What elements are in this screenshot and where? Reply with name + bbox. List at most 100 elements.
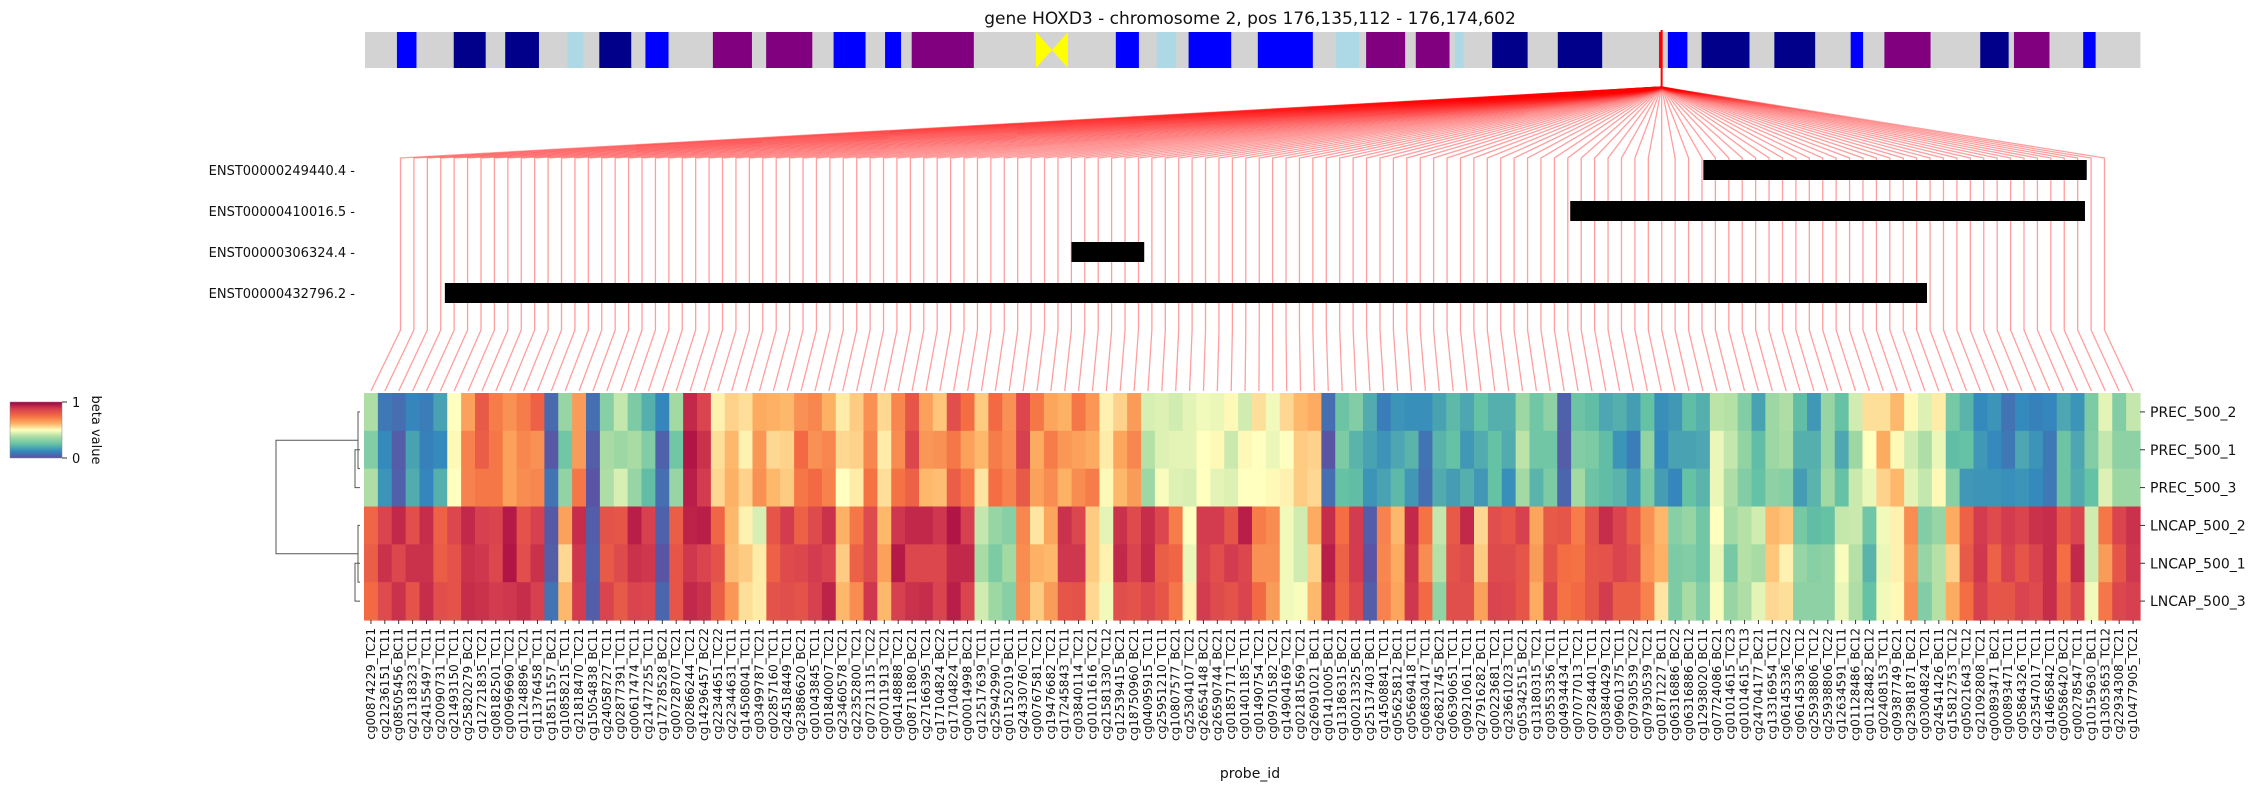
column-label: cg12539415_BC21: [1113, 628, 1127, 741]
heatmap-cell: [1030, 582, 1045, 621]
column-label: cg25938806_TC22: [1821, 628, 1835, 740]
heatmap-cell: [1141, 468, 1156, 508]
heatmap-cell: [1807, 544, 1822, 583]
heatmap-cell: [2112, 430, 2127, 470]
heatmap-cell: [1446, 506, 1461, 545]
heatmap-cell: [2070, 393, 2086, 432]
heatmap-cell: [1585, 544, 1600, 583]
column-label: cg00617474_TC11: [628, 628, 642, 740]
column-label: cg01014615_TC23: [1724, 628, 1738, 740]
heatmap-cell: [1224, 544, 1239, 583]
heatmap-cell: [1363, 582, 1378, 621]
heatmap-cell: [1696, 544, 1711, 583]
column-label: cg00014998_BC21: [961, 628, 975, 741]
heatmap-cell: [1099, 430, 1114, 470]
probe-connector: [966, 86, 1662, 392]
heatmap-cell: [780, 393, 795, 432]
heatmap-cell: [1168, 582, 1184, 621]
heatmap-cell: [1612, 582, 1628, 621]
heatmap-cell: [1182, 582, 1198, 621]
column-label: cg05625812_BC11: [1391, 628, 1405, 741]
heatmap-cell: [1876, 468, 1891, 508]
heatmap-cell: [1404, 506, 1420, 545]
heatmap-cell: [530, 582, 545, 621]
heatmap-cell: [821, 506, 837, 545]
row-label: LNCAP_500_1: [2150, 556, 2246, 572]
heatmap-cell: [1265, 506, 1281, 545]
heatmap-cell: [1127, 582, 1142, 621]
heatmap-cell: [821, 430, 837, 470]
heatmap-cell: [1779, 582, 1794, 621]
column-label: cg25951210_TC11: [1155, 628, 1169, 740]
heatmap-cell: [447, 544, 462, 583]
heatmap-cell: [1668, 544, 1683, 583]
heatmap-cell: [1487, 468, 1503, 508]
probe-connector: [1661, 86, 1871, 392]
heatmap-cell: [932, 430, 948, 470]
heatmap-cell: [1557, 582, 1572, 621]
heatmap-cell: [1349, 393, 1364, 432]
heatmap-cell: [1168, 506, 1184, 545]
column-label: cg01011616_TC21: [1085, 628, 1099, 740]
heatmap-cell: [1307, 393, 1322, 432]
heatmap-cell: [1349, 544, 1364, 583]
heatmap-cell: [683, 544, 698, 583]
probe-connector: [1661, 86, 1732, 392]
column-label: cg01871227_BC11: [1654, 628, 1668, 741]
heatmap-cell: [1349, 582, 1364, 621]
heatmap-cell: [1487, 430, 1503, 470]
ideogram-band: [1067, 32, 1117, 68]
heatmap-cell: [1987, 393, 2002, 432]
heatmap-cell: [794, 430, 809, 470]
heatmap-cell: [697, 544, 712, 583]
transcript-label: ENST00000410016.5 -: [209, 205, 356, 220]
probe-connector: [647, 86, 1662, 392]
heatmap-cell: [1682, 582, 1697, 621]
heatmap-cell: [558, 506, 573, 545]
heatmap-cell: [1321, 582, 1336, 621]
heatmap-cell: [766, 544, 781, 583]
heatmap-cell: [1501, 544, 1517, 583]
heatmap-cell: [655, 506, 670, 545]
column-label: cg26091021_BC11: [1307, 628, 1321, 741]
heatmap-cell: [516, 430, 532, 470]
heatmap-cell: [1085, 468, 1100, 508]
heatmap-cell: [1446, 468, 1461, 508]
heatmap-cell: [1154, 393, 1170, 432]
heatmap-cell: [1016, 506, 1031, 545]
heatmap-cell: [946, 393, 962, 432]
heatmap-cell: [1571, 506, 1586, 545]
ideogram-band: [901, 32, 913, 68]
column-label: cg09210611_TC11: [1460, 628, 1474, 740]
heatmap-cell: [1834, 430, 1850, 470]
heatmap-cell: [1265, 430, 1281, 470]
heatmap-cell: [1543, 544, 1558, 583]
column-label: cg22344631_TC11: [725, 628, 739, 740]
heatmap-cell: [1668, 468, 1683, 508]
heatmap-cell: [1154, 468, 1170, 508]
column-label: cg03840114_TC21: [1072, 628, 1086, 740]
column-label: cg23886620_BC21: [794, 628, 808, 741]
heatmap-cell: [1252, 430, 1267, 470]
heatmap-cell: [849, 430, 865, 470]
probe-connector: [925, 86, 1662, 392]
heatmap-cell: [1293, 506, 1309, 545]
heatmap-cell: [1793, 544, 1808, 583]
probe-connector: [1147, 86, 1662, 392]
heatmap-cell: [1654, 430, 1669, 470]
heatmap-cell: [475, 468, 490, 508]
probe-connector: [842, 86, 1662, 392]
heatmap-cell: [1807, 393, 1822, 432]
heatmap-cell: [1085, 430, 1100, 470]
heatmap-cell: [1557, 506, 1572, 545]
column-label: cg25942990_TC11: [988, 628, 1002, 740]
column-label: cg23460578_TC21: [836, 628, 850, 740]
probe-connector: [828, 86, 1662, 392]
heatmap-cell: [1987, 582, 2002, 621]
heatmap-cell: [1043, 468, 1059, 508]
heatmap-cell: [1515, 393, 1531, 432]
heatmap-cell: [1709, 544, 1725, 583]
heatmap-cell: [1085, 582, 1100, 621]
heatmap-cell: [1820, 430, 1836, 470]
probe-connector: [814, 86, 1662, 392]
